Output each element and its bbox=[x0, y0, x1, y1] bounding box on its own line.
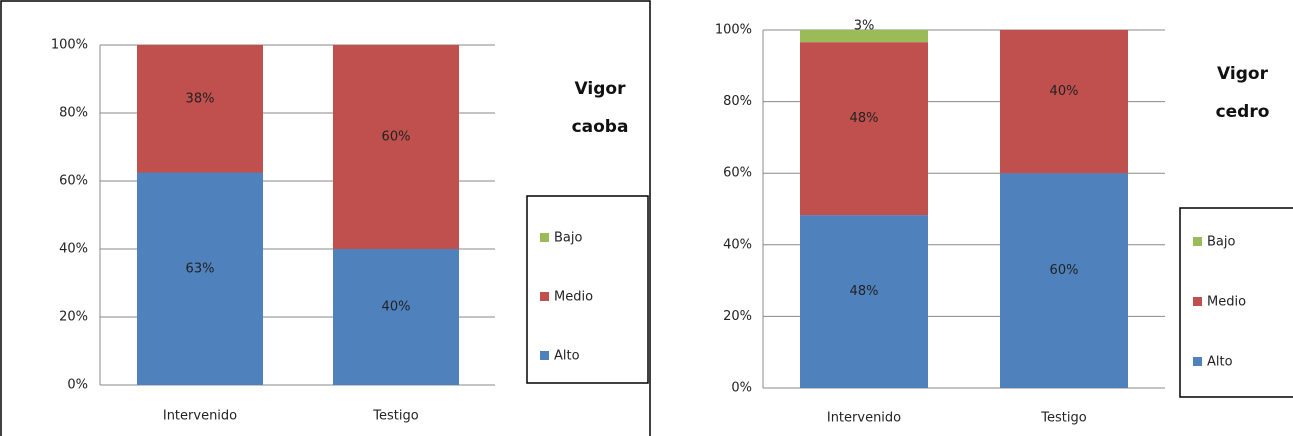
y-tick-label: 80% bbox=[723, 94, 752, 109]
y-tick-label: 100% bbox=[715, 23, 752, 38]
bar-segment bbox=[800, 215, 928, 388]
data-label: 48% bbox=[850, 111, 879, 126]
y-tick-label: 60% bbox=[59, 174, 88, 189]
legend-label: Bajo bbox=[554, 231, 582, 246]
legend-swatch bbox=[540, 233, 549, 242]
x-tick-label: Intervenido bbox=[827, 411, 901, 426]
legend-swatch bbox=[540, 351, 549, 360]
legend-label: Bajo bbox=[1207, 235, 1235, 250]
bar-segment bbox=[137, 172, 263, 385]
legend-label: Medio bbox=[554, 290, 593, 305]
chart-title: Vigor cedro bbox=[1215, 64, 1270, 122]
legend-swatch bbox=[1193, 297, 1202, 306]
data-label: 40% bbox=[382, 300, 411, 315]
y-tick-label: 0% bbox=[67, 378, 88, 393]
y-tick-label: 100% bbox=[51, 38, 88, 53]
legend-label: Alto bbox=[1207, 355, 1233, 370]
chart-title: Vigor caoba bbox=[571, 79, 629, 137]
data-label: 3% bbox=[854, 19, 875, 34]
y-tick-label: 80% bbox=[59, 106, 88, 121]
data-label: 38% bbox=[186, 91, 215, 106]
x-tick-label: Testigo bbox=[372, 409, 418, 424]
y-tick-label: 20% bbox=[59, 310, 88, 325]
x-tick-label: Testigo bbox=[1040, 411, 1086, 426]
y-tick-label: 40% bbox=[59, 242, 88, 257]
y-tick-label: 60% bbox=[723, 166, 752, 181]
data-label: 60% bbox=[1050, 263, 1079, 278]
bar-segment bbox=[800, 42, 928, 216]
legend-swatch bbox=[540, 292, 549, 301]
chart-border bbox=[0, 0, 651, 436]
legend-swatch bbox=[1193, 237, 1202, 246]
data-label: 48% bbox=[850, 284, 879, 299]
bar-segment bbox=[333, 45, 459, 249]
bar-segment bbox=[1000, 30, 1128, 174]
bar-segment bbox=[800, 30, 928, 43]
data-label: 40% bbox=[1050, 84, 1079, 99]
bar-segment bbox=[137, 45, 263, 173]
y-tick-label: 0% bbox=[731, 381, 752, 396]
bar-segment bbox=[1000, 173, 1128, 388]
y-tick-label: 40% bbox=[723, 237, 752, 252]
legend-label: Alto bbox=[554, 349, 580, 364]
bar-segment bbox=[333, 249, 459, 385]
data-label: 63% bbox=[186, 261, 215, 276]
y-tick-label: 20% bbox=[723, 309, 752, 324]
legend-swatch bbox=[1193, 357, 1202, 366]
legend-label: Medio bbox=[1207, 295, 1246, 310]
data-label: 60% bbox=[382, 130, 411, 145]
x-tick-label: Intervenido bbox=[163, 409, 237, 424]
